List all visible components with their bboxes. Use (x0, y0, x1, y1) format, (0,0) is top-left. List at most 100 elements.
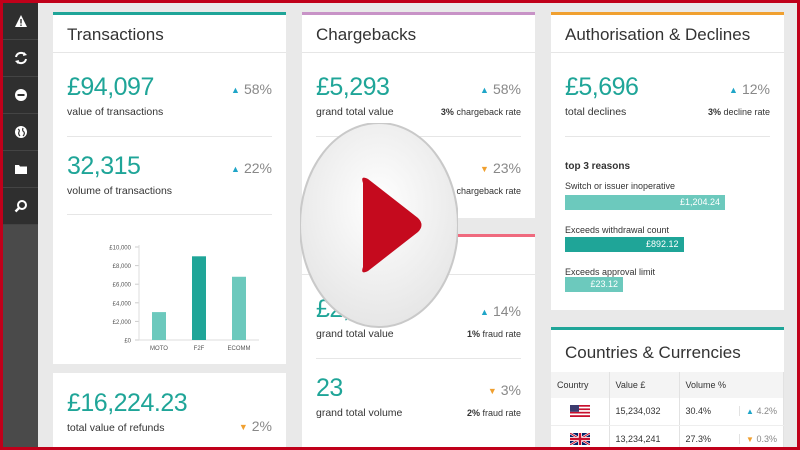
authorisation-card: Authorisation & Declines ▲ 12% 3% decline… (551, 12, 784, 310)
country-value: 13,234,241 (609, 425, 680, 450)
up-arrow-icon: ▲ (480, 307, 489, 318)
up-arrow-icon: ▲ (480, 85, 489, 96)
down-arrow-icon: ▼ (238, 422, 248, 433)
divider (67, 214, 272, 215)
metric-label: value of transactions (67, 106, 164, 118)
metric-label: grand total volume (316, 407, 403, 419)
rate-label: 3% decline rate (707, 107, 770, 117)
minus-circle-icon (14, 89, 27, 101)
transactions-bar-chart: £0 £2,000 £4,000 £6,000 £8,000 £10,000 MOTO F2F… (109, 245, 259, 352)
bar-ecomm (232, 276, 246, 340)
refunds-card: ▼ 2% £16,224.23 total value of refunds (53, 373, 286, 450)
globe-icon (14, 126, 27, 138)
card-title: Countries & Currencies (565, 343, 741, 362)
reason-label: Exceeds approval limit (565, 267, 656, 277)
fraud-volume: 23 (316, 374, 343, 402)
down-arrow-icon: ▼ (480, 164, 489, 175)
fraud-volume-metric: ▼ 3% 2% fraud rate 23 grand total volume (316, 374, 521, 419)
folder-icon (14, 165, 27, 174)
transactions-value-metric: ▲ 58% £94,097 value of transactions (67, 73, 272, 118)
x-tick-label: F2F (194, 346, 205, 352)
metric-label: total declines (565, 106, 627, 118)
y-tick-label: £6,000 (113, 283, 132, 289)
refunds-metric: ▼ 2% £16,224.23 total value of refunds (67, 389, 272, 434)
column-header[interactable]: Value £ (609, 372, 680, 398)
sidebar-item-transactions[interactable] (3, 40, 38, 77)
sidebar-item-countries[interactable] (3, 114, 38, 151)
table-header-row: Country Value £ Volume % (551, 372, 784, 398)
uk-flag-icon (569, 432, 590, 445)
y-tick-label: £0 (124, 339, 131, 345)
column-header[interactable]: Volume % (679, 372, 784, 398)
countries-card: Countries & Currencies Country Value £ V… (551, 327, 784, 450)
metric-label: grand total value (316, 328, 394, 340)
country-volume: 30.4% ▲ 4.2% (679, 398, 784, 426)
up-arrow-icon: ▲ (231, 164, 240, 175)
card-title: Authorisation & Declines (551, 15, 784, 53)
change-indicator: ▲ 58% (231, 81, 272, 97)
bar-f2f (192, 256, 206, 340)
x-tick-label: ECOMM (228, 346, 251, 352)
change-indicator: ▼ 3% (487, 382, 521, 398)
divider (316, 358, 521, 359)
metric-label: grand total value (316, 106, 394, 118)
reason-bar: £23.12 (565, 277, 623, 292)
y-tick-label: £4,000 (113, 301, 132, 307)
sidebar-item-alerts[interactable] (3, 3, 38, 40)
chargebacks-value: £5,293 (316, 73, 390, 101)
sidebar-item-files[interactable] (3, 151, 38, 188)
transactions-value: £94,097 (67, 73, 154, 101)
transactions-volume-metric: ▲ 22% 32,315 volume of transactions (67, 152, 272, 197)
country-value: 15,234,032 (609, 398, 680, 426)
reason-bar: £1,204.24 (565, 195, 725, 210)
change-indicator: ▼ 2% (238, 418, 272, 434)
y-tick-label: £8,000 (113, 264, 132, 270)
metric-label: volume of transactions (67, 185, 173, 197)
divider (565, 136, 770, 137)
rate-label: 1% fraud rate (466, 329, 521, 339)
sidebar-item-declines[interactable] (3, 77, 38, 114)
table-row[interactable]: 13,234,241 27.3% ▼ 0.3% (551, 425, 784, 450)
down-arrow-icon: ▼ (746, 434, 754, 444)
change-indicator: ▲ 22% (231, 160, 272, 176)
warning-icon (14, 15, 27, 27)
change-indicator: ▼ 23% (480, 160, 521, 176)
sidebar-item-search[interactable] (3, 188, 38, 225)
x-tick-label: MOTO (150, 346, 168, 352)
up-arrow-icon: ▲ (231, 85, 240, 96)
rate-label: 2% fraud rate (466, 408, 521, 418)
rate-label: 3% chargeback rate (440, 107, 521, 117)
up-arrow-icon: ▲ (729, 85, 738, 96)
sidebar (3, 3, 38, 447)
play-icon (362, 177, 422, 273)
countries-table: Country Value £ Volume % 15,234,032 30.4… (551, 372, 784, 450)
refunds-value: £16,224.23 (67, 389, 188, 417)
declines-value: £5,696 (565, 73, 639, 101)
y-tick-label: £10,000 (109, 246, 131, 252)
reason-bar: £892.12 (565, 237, 684, 252)
declines-value-metric: ▲ 12% 3% decline rate £5,696 total declin… (565, 73, 770, 118)
reason-label: Exceeds withdrawal count (565, 225, 670, 235)
country-volume: 27.3% ▼ 0.3% (679, 425, 784, 450)
chargebacks-value-metric: ▲ 58% 3% chargeback rate £5,293 grand tot… (316, 73, 521, 118)
change-indicator: ▲ 58% (480, 81, 521, 97)
us-flag-icon (569, 405, 590, 418)
metric-label: total value of refunds (67, 422, 165, 434)
table-row[interactable]: 15,234,032 30.4% ▲ 4.2% (551, 398, 784, 426)
change-indicator: ▲ 14% (480, 303, 521, 319)
video-play-button[interactable] (300, 123, 458, 328)
transactions-volume: 32,315 (67, 152, 141, 180)
down-arrow-icon: ▼ (487, 386, 497, 397)
reason-label: Switch or issuer inoperative (565, 181, 676, 191)
bar-moto (152, 312, 166, 340)
transactions-card: Transactions ▲ 58% £94,097 value of trans… (53, 12, 286, 364)
search-icon (14, 200, 27, 213)
reasons-title: top 3 reasons (565, 161, 631, 172)
y-tick-label: £2,000 (113, 320, 132, 326)
divider (67, 136, 272, 137)
refresh-icon (14, 51, 27, 65)
column-header[interactable]: Country (551, 372, 610, 398)
up-arrow-icon: ▲ (746, 407, 754, 417)
card-title: Chargebacks (302, 15, 535, 53)
card-title: Transactions (53, 15, 286, 53)
